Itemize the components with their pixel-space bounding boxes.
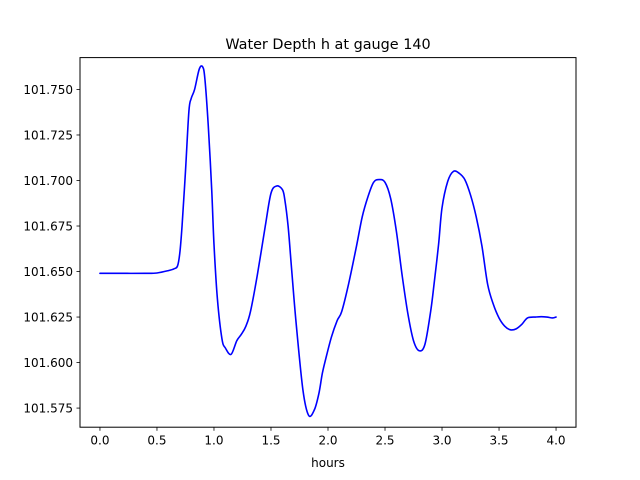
x-axis-label: hours [311,456,345,470]
y-tick-label: 101.700 [23,174,73,188]
x-axis-ticks: 0.0 0.5 1.0 1.5 2.0 2.5 3.0 3.5 4.0 [90,427,566,448]
y-tick-label: 101.600 [23,356,73,370]
y-tick-label: 101.725 [23,128,73,142]
y-tick-label: 101.575 [23,401,73,415]
x-tick-label: 2.0 [318,434,337,448]
plot-area-frame [79,57,577,428]
x-tick-label: 1.0 [204,434,223,448]
x-tick-label: 0.5 [147,434,166,448]
x-tick-label: 2.5 [375,434,394,448]
x-tick-label: 3.0 [432,434,451,448]
y-tick-label: 101.675 [23,219,73,233]
y-tick-label: 101.625 [23,310,73,324]
x-tick-label: 0.0 [90,434,109,448]
y-axis-ticks: 101.575 101.600 101.625 101.650 101.675 101.7… [23,83,80,415]
y-tick-label: 101.650 [23,265,73,279]
y-tick-label: 101.750 [23,83,73,97]
x-tick-label: 4.0 [546,434,565,448]
x-tick-label: 1.5 [261,434,280,448]
chart-title: Water Depth h at gauge 140 [225,37,430,53]
water-depth-series-line [99,65,557,418]
x-tick-label: 3.5 [489,434,508,448]
